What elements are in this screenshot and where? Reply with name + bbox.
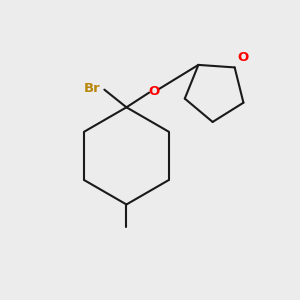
Text: Br: Br	[84, 82, 101, 95]
Text: O: O	[148, 85, 159, 98]
Text: O: O	[238, 52, 249, 64]
